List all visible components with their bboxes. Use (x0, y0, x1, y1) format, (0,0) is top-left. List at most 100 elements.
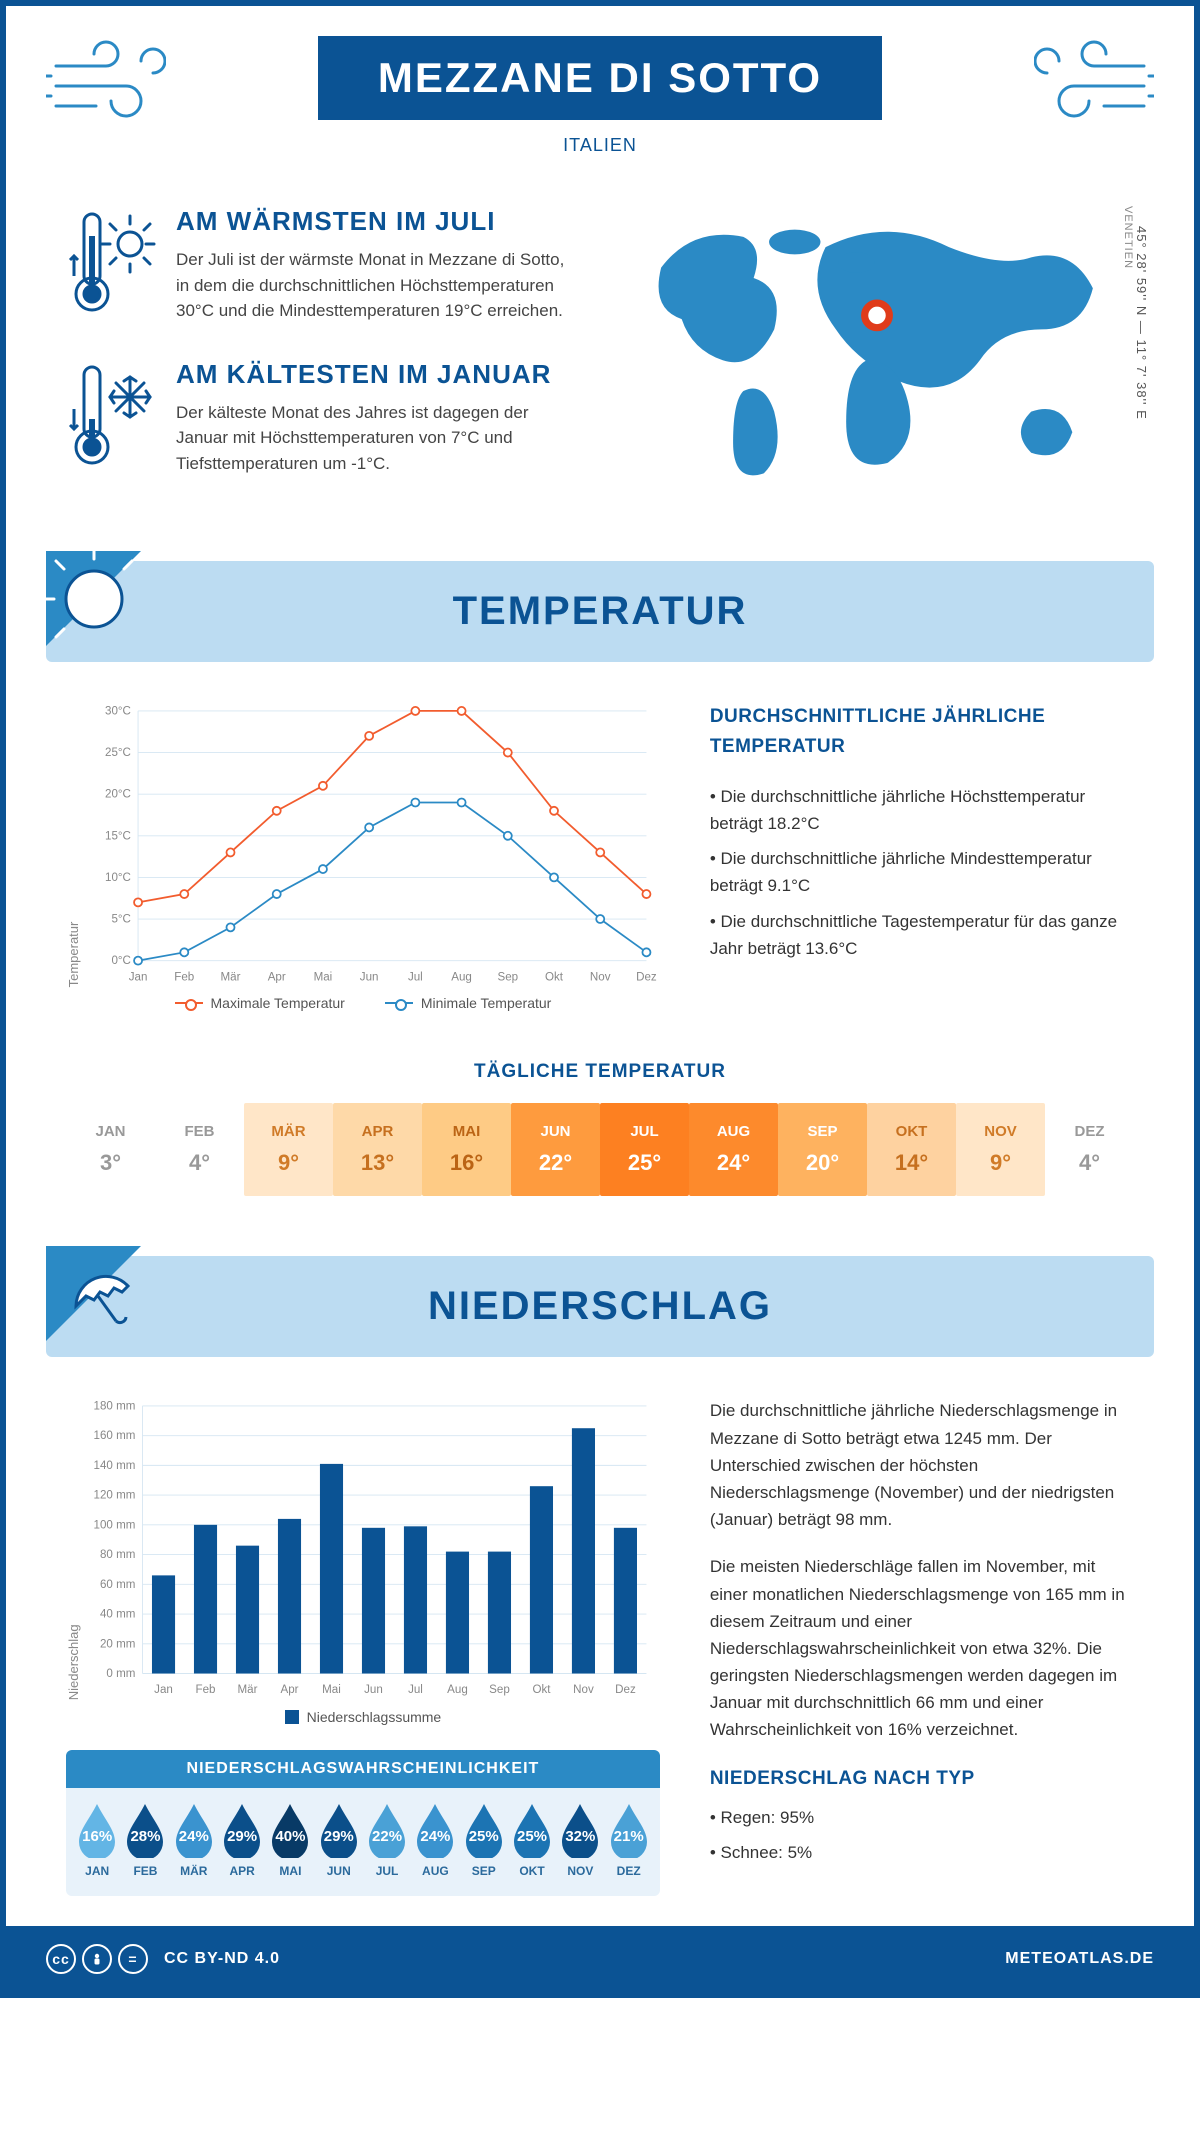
y-axis-label: Niederschlag (66, 1397, 81, 1700)
overview: AM WÄRMSTEN IM JULI Der Juli ist der wär… (6, 166, 1194, 551)
daily-temp-cell: JUN22° (511, 1103, 600, 1196)
license-text: CC BY-ND 4.0 (164, 1950, 280, 1968)
svg-text:30°C: 30°C (105, 705, 131, 717)
daily-temp-cell: DEZ4° (1045, 1103, 1134, 1196)
fact-warmest: AM WÄRMSTEN IM JULI Der Juli ist der wär… (66, 206, 580, 324)
info-bullets: • Die durchschnittliche jährliche Höchst… (710, 783, 1134, 962)
section-title: TEMPERATUR (76, 589, 1124, 634)
svg-text:Jan: Jan (154, 1685, 173, 1697)
svg-text:20 mm: 20 mm (100, 1639, 135, 1651)
precip-prob-cell: 24%AUG (412, 1802, 458, 1878)
svg-text:Mai: Mai (322, 1685, 341, 1697)
nd-icon: = (118, 1944, 148, 1974)
svg-text:Sep: Sep (497, 971, 518, 983)
svg-text:Jan: Jan (129, 971, 148, 983)
region-label: VENETIEN (1122, 206, 1134, 269)
daily-temp-cell: MAI16° (422, 1103, 511, 1196)
svg-text:60 mm: 60 mm (100, 1579, 135, 1591)
page-subtitle: ITALIEN (46, 135, 1154, 156)
info-title: DURCHSCHNITTLICHE JÄHRLICHE TEMPERATUR (710, 702, 1134, 763)
daily-temp-grid: JAN3°FEB4°MÄR9°APR13°MAI16°JUN22°JUL25°A… (66, 1103, 1134, 1196)
svg-text:Mär: Mär (221, 971, 241, 983)
precip-prob-cell: 21%DEZ (606, 1802, 652, 1878)
thermometer-hot-icon (66, 206, 156, 316)
world-map-icon (620, 206, 1134, 494)
svg-text:80 mm: 80 mm (100, 1550, 135, 1562)
precip-prob-cell: 32%NOV (557, 1802, 603, 1878)
svg-text:Okt: Okt (532, 1685, 551, 1697)
fact-text: Der kälteste Monat des Jahres ist dagege… (176, 400, 580, 477)
section-title: NIEDERSCHLAG (76, 1284, 1124, 1329)
chart-legend: Niederschlagssumme (66, 1709, 660, 1725)
wind-icon (46, 36, 166, 136)
svg-text:Apr: Apr (268, 971, 286, 983)
site-name: METEOATLAS.DE (1005, 1950, 1154, 1968)
svg-text:180 mm: 180 mm (94, 1401, 136, 1413)
precip-prob-title: NIEDERSCHLAGSWAHRSCHEINLICHKEIT (66, 1750, 660, 1788)
svg-text:40 mm: 40 mm (100, 1609, 135, 1621)
umbrella-icon (46, 1246, 156, 1356)
cc-license: cc = CC BY-ND 4.0 (46, 1944, 280, 1974)
daily-temp-cell: NOV9° (956, 1103, 1045, 1196)
daily-temp-cell: JAN3° (66, 1103, 155, 1196)
svg-text:Sep: Sep (489, 1685, 510, 1697)
thermometer-cold-icon (66, 359, 156, 469)
precip-info-text: Die durchschnittliche jährliche Niedersc… (710, 1397, 1134, 1743)
svg-text:Aug: Aug (447, 1685, 468, 1697)
svg-text:20°C: 20°C (105, 789, 131, 801)
svg-text:Mai: Mai (314, 971, 333, 983)
fact-title: AM WÄRMSTEN IM JULI (176, 206, 580, 237)
daily-temp-cell: SEP20° (778, 1103, 867, 1196)
svg-text:0 mm: 0 mm (106, 1668, 135, 1680)
precip-prob-cell: 40%MAI (267, 1802, 313, 1878)
svg-text:15°C: 15°C (105, 830, 131, 842)
svg-text:Okt: Okt (545, 971, 564, 983)
svg-text:Feb: Feb (196, 1685, 216, 1697)
section-heading-temperature: TEMPERATUR (46, 561, 1154, 662)
wind-icon (1034, 36, 1154, 136)
precip-type-bullets: • Regen: 95%• Schnee: 5% (710, 1804, 1134, 1866)
precip-prob-cell: 29%JUN (316, 1802, 362, 1878)
svg-text:Jul: Jul (408, 971, 423, 983)
sun-icon (46, 551, 156, 661)
precip-prob-cell: 29%APR (219, 1802, 265, 1878)
svg-text:Jul: Jul (408, 1685, 423, 1697)
precip-prob-cell: 16%JAN (74, 1802, 120, 1878)
svg-text:Apr: Apr (280, 1685, 298, 1697)
svg-text:140 mm: 140 mm (94, 1460, 136, 1472)
footer: cc = CC BY-ND 4.0 METEOATLAS.DE (6, 1926, 1194, 1992)
precip-type-title: NIEDERSCHLAG NACH TYP (710, 1764, 1134, 1794)
daily-temp-title: TÄGLICHE TEMPERATUR (66, 1061, 1134, 1083)
svg-text:Jun: Jun (360, 971, 379, 983)
legend-label: Niederschlagssumme (307, 1709, 442, 1725)
precip-prob-cell: 25%OKT (509, 1802, 555, 1878)
svg-text:Dez: Dez (636, 971, 657, 983)
daily-temp-cell: APR13° (333, 1103, 422, 1196)
precip-prob-cell: 28%FEB (122, 1802, 168, 1878)
svg-text:Jun: Jun (364, 1685, 383, 1697)
precip-prob-cell: 24%MÄR (171, 1802, 217, 1878)
daily-temp-cell: FEB4° (155, 1103, 244, 1196)
line-chart-svg: 0°C5°C10°C15°C20°C25°C30°CJanFebMärAprMa… (89, 702, 660, 987)
y-axis-label: Temperatur (66, 702, 81, 987)
svg-text:120 mm: 120 mm (94, 1490, 136, 1502)
svg-text:160 mm: 160 mm (94, 1431, 136, 1443)
svg-text:0°C: 0°C (111, 955, 130, 967)
svg-text:5°C: 5°C (111, 914, 130, 926)
location-marker-icon (865, 303, 890, 328)
fact-coldest: AM KÄLTESTEN IM JANUAR Der kälteste Mona… (66, 359, 580, 477)
svg-text:Mär: Mär (238, 1685, 258, 1697)
svg-text:Nov: Nov (590, 971, 611, 983)
precip-probability-panel: NIEDERSCHLAGSWAHRSCHEINLICHKEIT 16%JAN28… (66, 1750, 660, 1896)
daily-temp-cell: OKT14° (867, 1103, 956, 1196)
svg-text:Nov: Nov (573, 1685, 594, 1697)
precip-prob-cell: 25%SEP (461, 1802, 507, 1878)
header: MEZZANE DI SOTTO ITALIEN (6, 6, 1194, 166)
svg-text:Feb: Feb (174, 971, 194, 983)
svg-text:Dez: Dez (615, 1685, 636, 1697)
coordinates: 45° 28' 59'' N — 11° 7' 38'' E (1134, 226, 1149, 420)
daily-temp-cell: JUL25° (600, 1103, 689, 1196)
page-title: MEZZANE DI SOTTO (318, 36, 882, 120)
svg-text:10°C: 10°C (105, 872, 131, 884)
section-heading-precipitation: NIEDERSCHLAG (46, 1256, 1154, 1357)
